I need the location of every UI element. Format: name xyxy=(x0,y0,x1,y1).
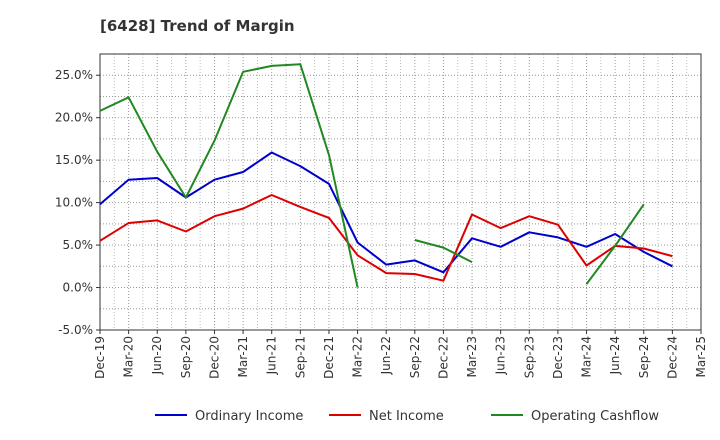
x-tick-label: Jun-24 xyxy=(608,336,622,375)
chart-title: [6428] Trend of Margin xyxy=(100,17,295,35)
series-line-ordinary-income xyxy=(99,151,673,274)
x-tick-label: Dec-19 xyxy=(93,336,107,379)
x-tick-label: Mar-21 xyxy=(236,336,250,377)
y-tick-label: 5.0% xyxy=(63,238,94,252)
x-tick-label: Sep-21 xyxy=(293,336,307,378)
x-tick-label: Mar-24 xyxy=(580,336,594,377)
legend: Ordinary Income Net Income Operating Cashf… xyxy=(155,409,659,424)
x-tick-label: Jun-20 xyxy=(150,336,164,375)
x-tick-label: Dec-20 xyxy=(207,336,221,379)
x-tick-label: Sep-22 xyxy=(408,336,422,378)
x-tick-label: Mar-20 xyxy=(122,336,136,377)
x-tick-label: Dec-23 xyxy=(551,336,565,379)
x-tick-label: Jun-23 xyxy=(494,336,508,375)
x-tick-label: Sep-20 xyxy=(179,336,193,378)
x-tick-label: Mar-23 xyxy=(465,336,479,377)
legend-label-ordinary-income: Ordinary Income xyxy=(195,409,303,424)
y-tick-label: 10.0% xyxy=(55,196,93,210)
legend-label-operating-cashflow: Operating Cashflow xyxy=(531,409,659,424)
x-tick-label: Jun-21 xyxy=(265,336,279,375)
x-tick-label: Mar-25 xyxy=(694,336,708,377)
y-axis: -5.0% 0.0% 5.0% 10.0% 15.0% 20.0% 25.0% xyxy=(55,68,100,337)
x-tick-label: Sep-24 xyxy=(637,336,651,378)
series-line-operating-cashflow xyxy=(99,63,645,288)
x-tick-label: Jun-22 xyxy=(379,336,393,375)
x-tick-label: Dec-22 xyxy=(436,336,450,379)
y-tick-label: 20.0% xyxy=(55,111,93,125)
grid xyxy=(100,53,701,331)
series-line-net-income xyxy=(99,194,673,282)
y-tick-label: -5.0% xyxy=(58,323,93,337)
series-lines xyxy=(99,63,673,288)
y-tick-label: 15.0% xyxy=(55,153,93,167)
x-axis: Dec-19 Mar-20 Jun-20 Sep-20 Dec-20 Mar-21 Jun-… xyxy=(93,330,708,379)
x-tick-label: Dec-21 xyxy=(322,336,336,379)
y-tick-label: 25.0% xyxy=(55,68,93,82)
x-tick-label: Sep-23 xyxy=(522,336,536,378)
plot-frame xyxy=(99,53,702,331)
x-tick-label: Mar-22 xyxy=(351,336,365,377)
y-tick-label: 0.0% xyxy=(63,281,94,295)
legend-label-net-income: Net Income xyxy=(369,409,444,424)
x-tick-label: Dec-24 xyxy=(665,336,679,379)
